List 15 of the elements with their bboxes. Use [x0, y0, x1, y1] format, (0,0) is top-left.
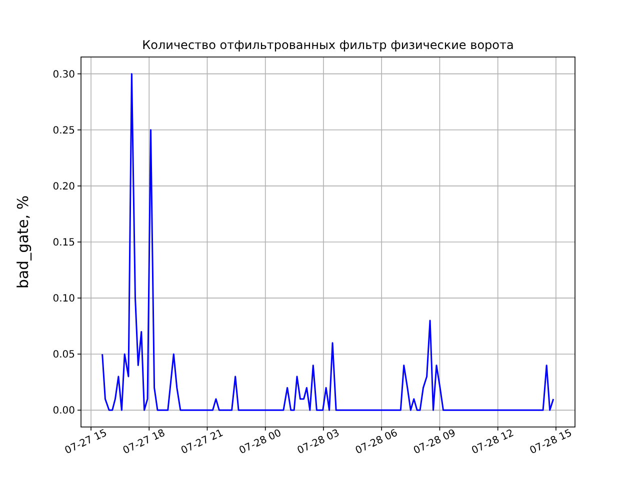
x-tick-label: 07-28 03 — [296, 428, 342, 457]
x-tick-label: 07-28 12 — [470, 428, 516, 457]
y-tick-label: 0.30 — [52, 69, 75, 80]
x-tick-label: 07-28 09 — [412, 428, 458, 457]
y-tick-label: 0.10 — [52, 294, 75, 305]
x-tick-label: 07-28 15 — [528, 428, 574, 457]
y-tick-label: 0.15 — [52, 238, 75, 248]
y-tick-label: 0.25 — [52, 125, 75, 136]
x-tick-label: 07-28 06 — [354, 428, 400, 457]
x-tick-label: 07-28 00 — [238, 428, 284, 457]
chart-title: Количество отфильтрованных фильтр физические ворота — [142, 38, 514, 52]
y-tick-label: 0.05 — [52, 350, 75, 361]
y-axis-title: bad_gate, % — [14, 195, 32, 289]
y-tick-label: 0.00 — [52, 406, 75, 417]
y-tick-label: 0.20 — [52, 181, 75, 192]
